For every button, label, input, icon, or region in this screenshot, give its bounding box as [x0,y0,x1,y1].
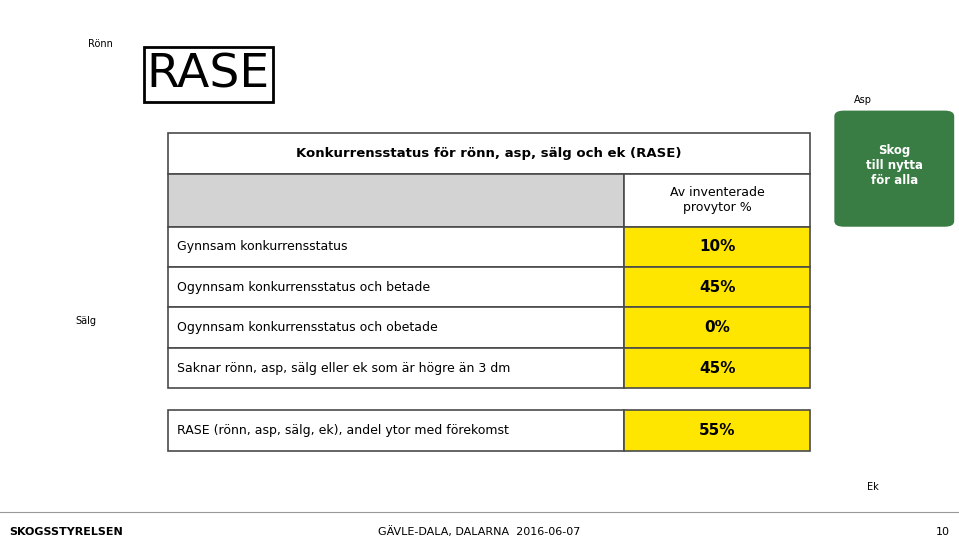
Text: Ogynnsam konkurrensstatus och betade: Ogynnsam konkurrensstatus och betade [177,281,431,294]
FancyBboxPatch shape [168,133,810,174]
FancyBboxPatch shape [168,307,624,348]
FancyBboxPatch shape [624,348,810,388]
Text: SKOGSSTYRELSEN: SKOGSSTYRELSEN [10,527,124,537]
Text: 45%: 45% [699,361,736,375]
Text: Saknar rönn, asp, sälg eller ek som är högre än 3 dm: Saknar rönn, asp, sälg eller ek som är h… [177,362,511,374]
Text: Rönn: Rönn [88,39,113,49]
FancyBboxPatch shape [168,227,624,267]
FancyBboxPatch shape [624,227,810,267]
Text: 0%: 0% [704,320,730,335]
FancyBboxPatch shape [834,111,954,227]
Text: 55%: 55% [699,423,736,438]
FancyBboxPatch shape [624,410,810,451]
Text: Ogynnsam konkurrensstatus och obetade: Ogynnsam konkurrensstatus och obetade [177,321,438,334]
Text: Av inventerade
provytor %: Av inventerade provytor % [669,186,764,215]
Text: Ek: Ek [867,482,878,492]
Text: Asp: Asp [854,95,872,105]
FancyBboxPatch shape [144,47,273,102]
Text: RASE (rönn, asp, sälg, ek), andel ytor med förekomst: RASE (rönn, asp, sälg, ek), andel ytor m… [177,424,509,437]
Text: RASE: RASE [147,52,269,97]
Text: 45%: 45% [699,280,736,295]
FancyBboxPatch shape [168,267,624,307]
FancyBboxPatch shape [168,348,624,388]
FancyBboxPatch shape [168,174,624,227]
FancyBboxPatch shape [624,267,810,307]
Text: Konkurrensstatus för rönn, asp, sälg och ek (RASE): Konkurrensstatus för rönn, asp, sälg och… [296,147,682,160]
FancyBboxPatch shape [168,410,624,451]
Text: Skog
till nytta
för alla: Skog till nytta för alla [866,144,923,187]
Text: 10%: 10% [699,239,736,254]
Text: GÄVLE-DALA, DALARNA  2016-06-07: GÄVLE-DALA, DALARNA 2016-06-07 [378,526,581,538]
Text: Gynnsam konkurrensstatus: Gynnsam konkurrensstatus [177,241,348,253]
FancyBboxPatch shape [624,307,810,348]
Text: Sälg: Sälg [76,316,97,326]
Text: 10: 10 [935,527,949,537]
FancyBboxPatch shape [624,174,810,227]
